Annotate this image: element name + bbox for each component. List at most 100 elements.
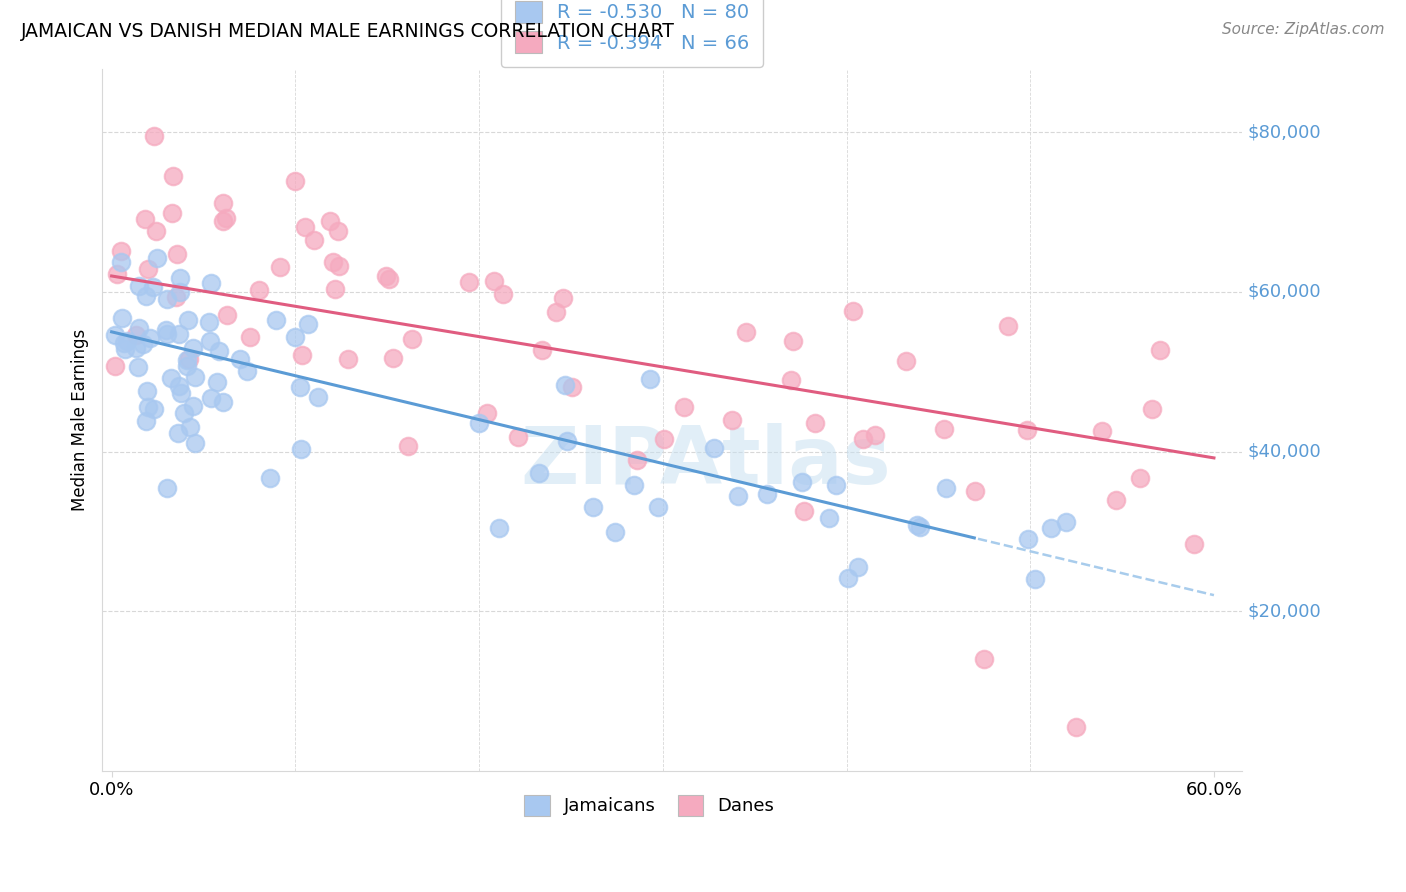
Point bbox=[166, 247, 188, 261]
Point bbox=[125, 327, 148, 342]
Point bbox=[259, 471, 281, 485]
Point bbox=[269, 260, 291, 274]
Point bbox=[200, 276, 222, 290]
Point bbox=[181, 399, 204, 413]
Point bbox=[531, 343, 554, 357]
Point bbox=[212, 394, 235, 409]
Point bbox=[626, 453, 648, 467]
Point bbox=[652, 432, 675, 446]
Point bbox=[865, 428, 887, 442]
Point bbox=[139, 330, 162, 344]
Point bbox=[162, 169, 184, 183]
Point bbox=[288, 380, 311, 394]
Point bbox=[105, 268, 128, 282]
Point bbox=[136, 261, 159, 276]
Point bbox=[169, 285, 191, 300]
Point bbox=[136, 384, 159, 398]
Point bbox=[908, 520, 931, 534]
Point bbox=[142, 279, 165, 293]
Point bbox=[215, 309, 238, 323]
Point bbox=[905, 518, 928, 533]
Point bbox=[197, 315, 219, 329]
Point bbox=[104, 359, 127, 374]
Point bbox=[176, 359, 198, 373]
Point bbox=[176, 352, 198, 367]
Point bbox=[1090, 424, 1112, 438]
Point bbox=[181, 341, 204, 355]
Point bbox=[378, 272, 401, 286]
Point bbox=[935, 481, 957, 495]
Text: $60,000: $60,000 bbox=[1247, 283, 1320, 301]
Point bbox=[735, 325, 758, 339]
Point bbox=[720, 413, 742, 427]
Point bbox=[135, 414, 157, 428]
Point bbox=[323, 282, 346, 296]
Point bbox=[169, 270, 191, 285]
Text: $20,000: $20,000 bbox=[1247, 602, 1322, 620]
Point bbox=[482, 274, 505, 288]
Point bbox=[1105, 493, 1128, 508]
Point bbox=[142, 401, 165, 416]
Point bbox=[605, 524, 627, 539]
Point bbox=[132, 337, 155, 351]
Point bbox=[239, 330, 262, 344]
Y-axis label: Median Male Earnings: Median Male Earnings bbox=[72, 328, 89, 511]
Point bbox=[212, 195, 235, 210]
Point bbox=[1017, 423, 1039, 437]
Point bbox=[114, 342, 136, 356]
Point bbox=[145, 224, 167, 238]
Point bbox=[156, 327, 179, 342]
Point bbox=[207, 375, 229, 389]
Point bbox=[837, 571, 859, 585]
Point bbox=[934, 422, 956, 436]
Point bbox=[156, 481, 179, 495]
Point bbox=[247, 283, 270, 297]
Point bbox=[166, 425, 188, 440]
Point bbox=[165, 290, 187, 304]
Point bbox=[167, 327, 190, 342]
Point bbox=[527, 467, 550, 481]
Point bbox=[1017, 532, 1039, 546]
Point bbox=[284, 330, 307, 344]
Text: $80,000: $80,000 bbox=[1247, 123, 1320, 141]
Point bbox=[128, 320, 150, 334]
Point bbox=[1140, 402, 1163, 417]
Point bbox=[782, 334, 804, 348]
Point bbox=[727, 489, 749, 503]
Point bbox=[477, 406, 499, 420]
Point bbox=[780, 373, 803, 387]
Point bbox=[169, 386, 191, 401]
Point bbox=[818, 511, 841, 525]
Point bbox=[793, 504, 815, 518]
Point bbox=[554, 378, 576, 392]
Point bbox=[104, 328, 127, 343]
Point bbox=[167, 379, 190, 393]
Point bbox=[198, 334, 221, 348]
Point bbox=[156, 292, 179, 306]
Point bbox=[561, 380, 583, 394]
Point bbox=[582, 500, 605, 514]
Point bbox=[544, 305, 567, 319]
Point bbox=[1129, 471, 1152, 485]
Point bbox=[160, 371, 183, 385]
Point bbox=[647, 500, 669, 515]
Point bbox=[825, 477, 848, 491]
Point bbox=[211, 214, 233, 228]
Point bbox=[491, 286, 513, 301]
Point bbox=[155, 323, 177, 337]
Point bbox=[322, 254, 344, 268]
Point bbox=[128, 279, 150, 293]
Point bbox=[852, 432, 875, 446]
Point bbox=[307, 390, 329, 404]
Point bbox=[973, 652, 995, 666]
Point bbox=[468, 417, 491, 431]
Point bbox=[1064, 720, 1087, 734]
Point bbox=[842, 303, 865, 318]
Legend: Jamaicans, Danes: Jamaicans, Danes bbox=[515, 786, 783, 825]
Point bbox=[302, 233, 325, 247]
Point bbox=[235, 364, 257, 378]
Point bbox=[997, 319, 1019, 334]
Point bbox=[790, 475, 813, 490]
Point bbox=[401, 332, 423, 346]
Point bbox=[142, 129, 165, 144]
